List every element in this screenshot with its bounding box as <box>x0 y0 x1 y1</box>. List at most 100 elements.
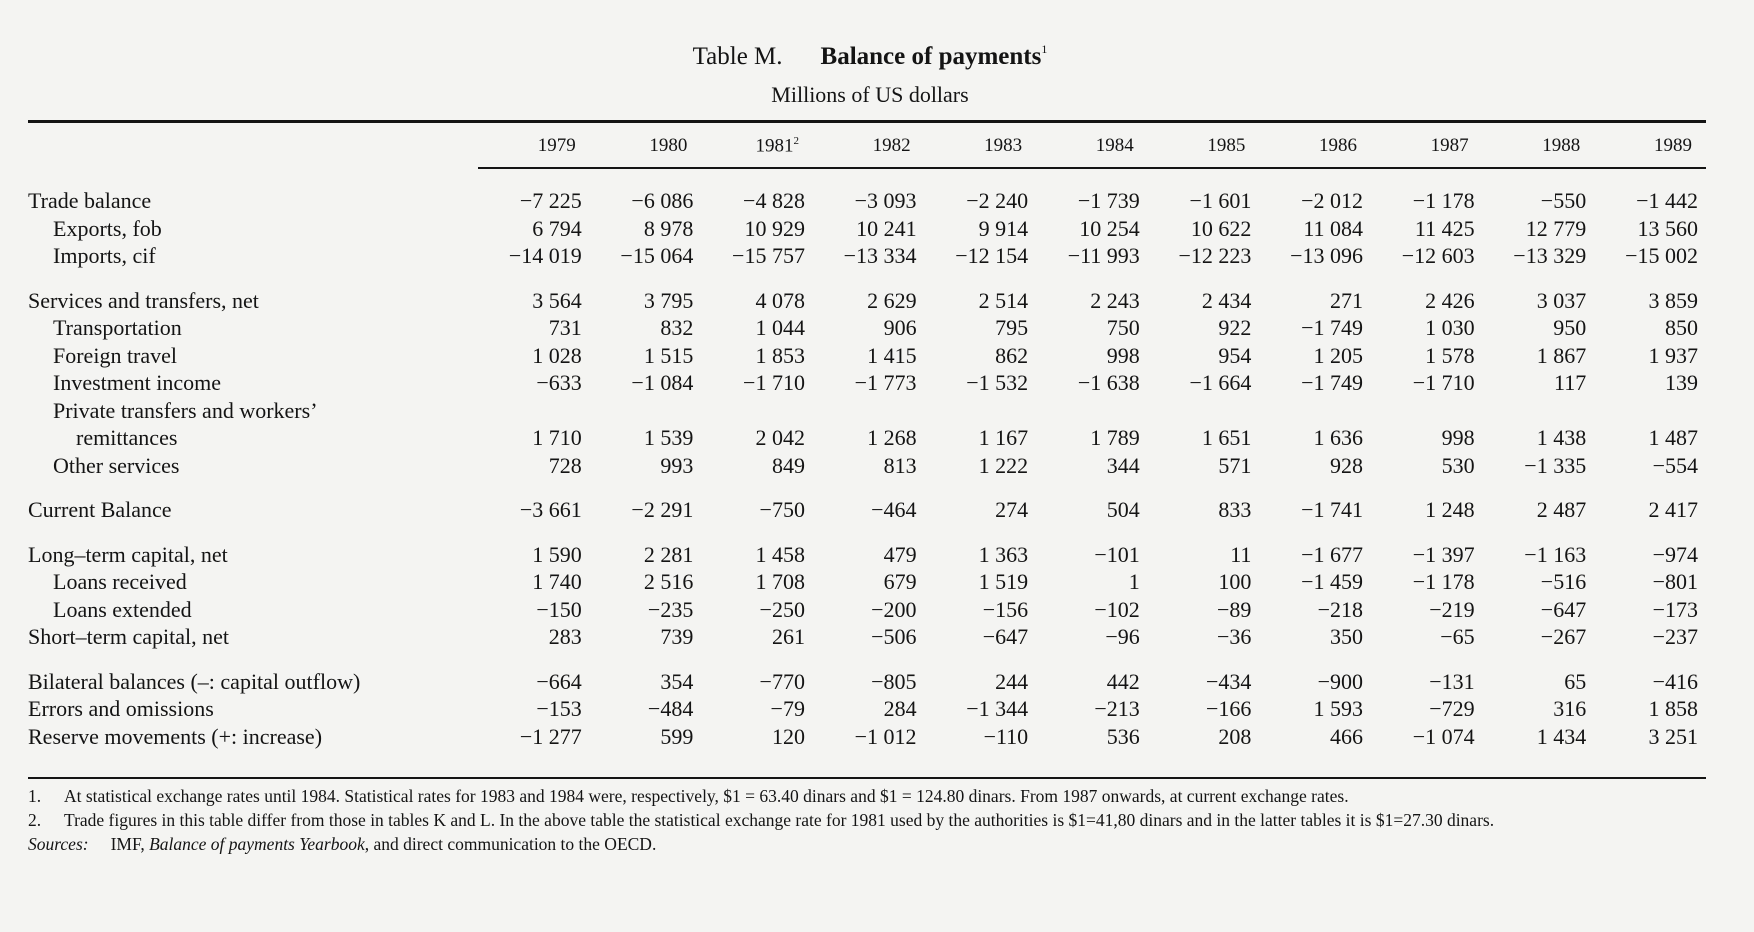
table-cell: −3 093 <box>854 188 917 213</box>
table-cell: 1 434 <box>1536 723 1587 749</box>
table-cell: 1 268 <box>867 425 917 450</box>
table-cell: 599 <box>660 723 694 749</box>
table-cell: 993 <box>660 452 694 478</box>
table-cell: −464 <box>871 497 917 522</box>
table-cell: 906 <box>883 315 917 340</box>
table-cell: −89 <box>1216 596 1252 622</box>
row-label: Services and transfers, net <box>28 287 259 313</box>
table-cell: 504 <box>1106 497 1140 522</box>
table-row: Foreign travel 1 028 1 515 1 853 1 415 862 998… <box>28 342 1706 370</box>
table-cell: 11 425 <box>1414 215 1475 241</box>
table-cell: −1 397 <box>1412 541 1475 567</box>
table-cell: −101 <box>1094 541 1140 567</box>
header-blank <box>28 124 478 168</box>
table-cell: −2 240 <box>966 188 1029 213</box>
table-cell: 954 <box>1218 342 1252 368</box>
table-cell: 1 937 <box>1648 342 1699 368</box>
table-row: Long–term capital, net 1 590 2 281 1 458 479… <box>28 541 1706 569</box>
table-row: Trade balance −7 225 −6 086 −4 828 −3 093 −2 … <box>28 187 1706 215</box>
table-cell: −633 <box>536 370 582 395</box>
table-cell: 11 <box>1230 541 1252 567</box>
row-label: Other services <box>53 452 180 478</box>
table-cell: 442 <box>1106 668 1140 694</box>
table-cell: −200 <box>871 596 917 622</box>
table-body: Trade balance −7 225 −6 086 −4 828 −3 093 −2 … <box>28 168 1706 750</box>
footnote-1: 1. At statistical exchange rates until 1… <box>28 786 1678 807</box>
year-label: 1981 <box>755 135 794 157</box>
table-cell: −7 225 <box>519 188 582 213</box>
table-cell: −1 749 <box>1301 370 1363 395</box>
table-cell: 1 590 <box>532 541 582 567</box>
table-cell: 530 <box>1441 452 1475 478</box>
year-header-1981: 19812 <box>701 124 813 168</box>
table-cell: −2 012 <box>1301 188 1363 213</box>
table-row: Private transfers and workers’ <box>28 397 1706 425</box>
table-cell: 1 205 <box>1313 342 1364 368</box>
year-label: 1984 <box>1095 135 1134 156</box>
table-cell: 679 <box>883 569 917 594</box>
table-cell: −173 <box>1652 596 1698 622</box>
table-cell: 65 <box>1564 668 1587 694</box>
table-row: Services and transfers, net 3 564 3 795 4 0… <box>28 287 1706 315</box>
table-cell: −12 223 <box>1178 243 1252 268</box>
table-cell: 1 248 <box>1425 497 1475 522</box>
table-cell: 922 <box>1218 315 1252 340</box>
table-cell: 849 <box>771 452 805 478</box>
row-label: Reserve movements (+: increase) <box>28 723 323 749</box>
table-cell: −11 993 <box>1067 243 1140 268</box>
table-cell: 316 <box>1553 696 1587 721</box>
table-cell: 2 042 <box>755 425 805 450</box>
table-cell: −15 064 <box>620 243 694 268</box>
table-cell: 1 740 <box>532 569 582 594</box>
year-label: 1988 <box>1542 135 1581 156</box>
table-cell: 271 <box>1330 287 1363 313</box>
footnote-text: At statistical exchange rates until 1984… <box>64 786 1349 806</box>
table-cell: 10 929 <box>744 215 805 241</box>
row-label: Bilateral balances (–: capital outflow) <box>28 668 361 694</box>
table-cell: −554 <box>1652 452 1698 478</box>
table-row: Investment income −633 −1 084 −1 710 −1 773 −… <box>28 369 1706 397</box>
table-cell: −131 <box>1429 668 1475 694</box>
table-cell: 11 084 <box>1303 215 1363 241</box>
table-cell: −729 <box>1429 696 1475 721</box>
row-label: Imports, cif <box>53 243 156 268</box>
table-cell: −647 <box>982 624 1029 649</box>
table-row: Current Balance −3 661 −2 291 −750 −464 274 50… <box>28 496 1706 524</box>
table-cell: −14 019 <box>508 243 582 268</box>
table-cell: 1 028 <box>532 342 582 368</box>
table-cell: 1 <box>1128 569 1140 594</box>
table-cell: −2 291 <box>631 497 694 522</box>
table-cell: 3 037 <box>1536 287 1587 313</box>
table-cell: −801 <box>1652 569 1698 594</box>
table-cell: −1 178 <box>1412 188 1475 213</box>
table-cell: 1 710 <box>532 425 582 450</box>
table-cell: −1 074 <box>1412 723 1475 749</box>
table-cell: −900 <box>1317 668 1363 694</box>
table-cell: −1 163 <box>1524 541 1587 567</box>
footnote-2: 2. Trade figures in this table differ fr… <box>28 810 1678 831</box>
footnote-number: 2. <box>28 810 42 830</box>
footnotes: 1. At statistical exchange rates until 1… <box>28 786 1678 855</box>
year-label: 1986 <box>1319 135 1357 156</box>
table-cell: 1 458 <box>755 541 805 567</box>
table-cell: 2 417 <box>1648 497 1699 522</box>
table-cell <box>478 397 590 425</box>
table-cell: −4 828 <box>743 188 805 213</box>
table-cell: 862 <box>995 342 1029 368</box>
row-label: Errors and omissions <box>28 696 214 721</box>
table-cell: −974 <box>1652 541 1698 567</box>
table-cell <box>590 397 702 425</box>
year-label: 1979 <box>537 135 576 156</box>
table-cell: −1 773 <box>854 370 917 395</box>
table-cell: −506 <box>871 624 917 649</box>
table-cell: −3 661 <box>519 497 582 522</box>
table-cell: −65 <box>1440 624 1475 649</box>
row-label: Exports, fob <box>53 215 162 241</box>
table-row: Loans extended −150 −235 −250 −200 −156 −102 −8… <box>28 596 1706 624</box>
table-cell: 536 <box>1106 723 1140 749</box>
table-row: Exports, fob 6 794 8 978 10 929 10 241 9 914 1… <box>28 215 1706 243</box>
table-title-text: Balance of payments <box>820 43 1042 70</box>
table-cell: −1 638 <box>1077 370 1140 395</box>
table-cell: −156 <box>982 596 1029 622</box>
